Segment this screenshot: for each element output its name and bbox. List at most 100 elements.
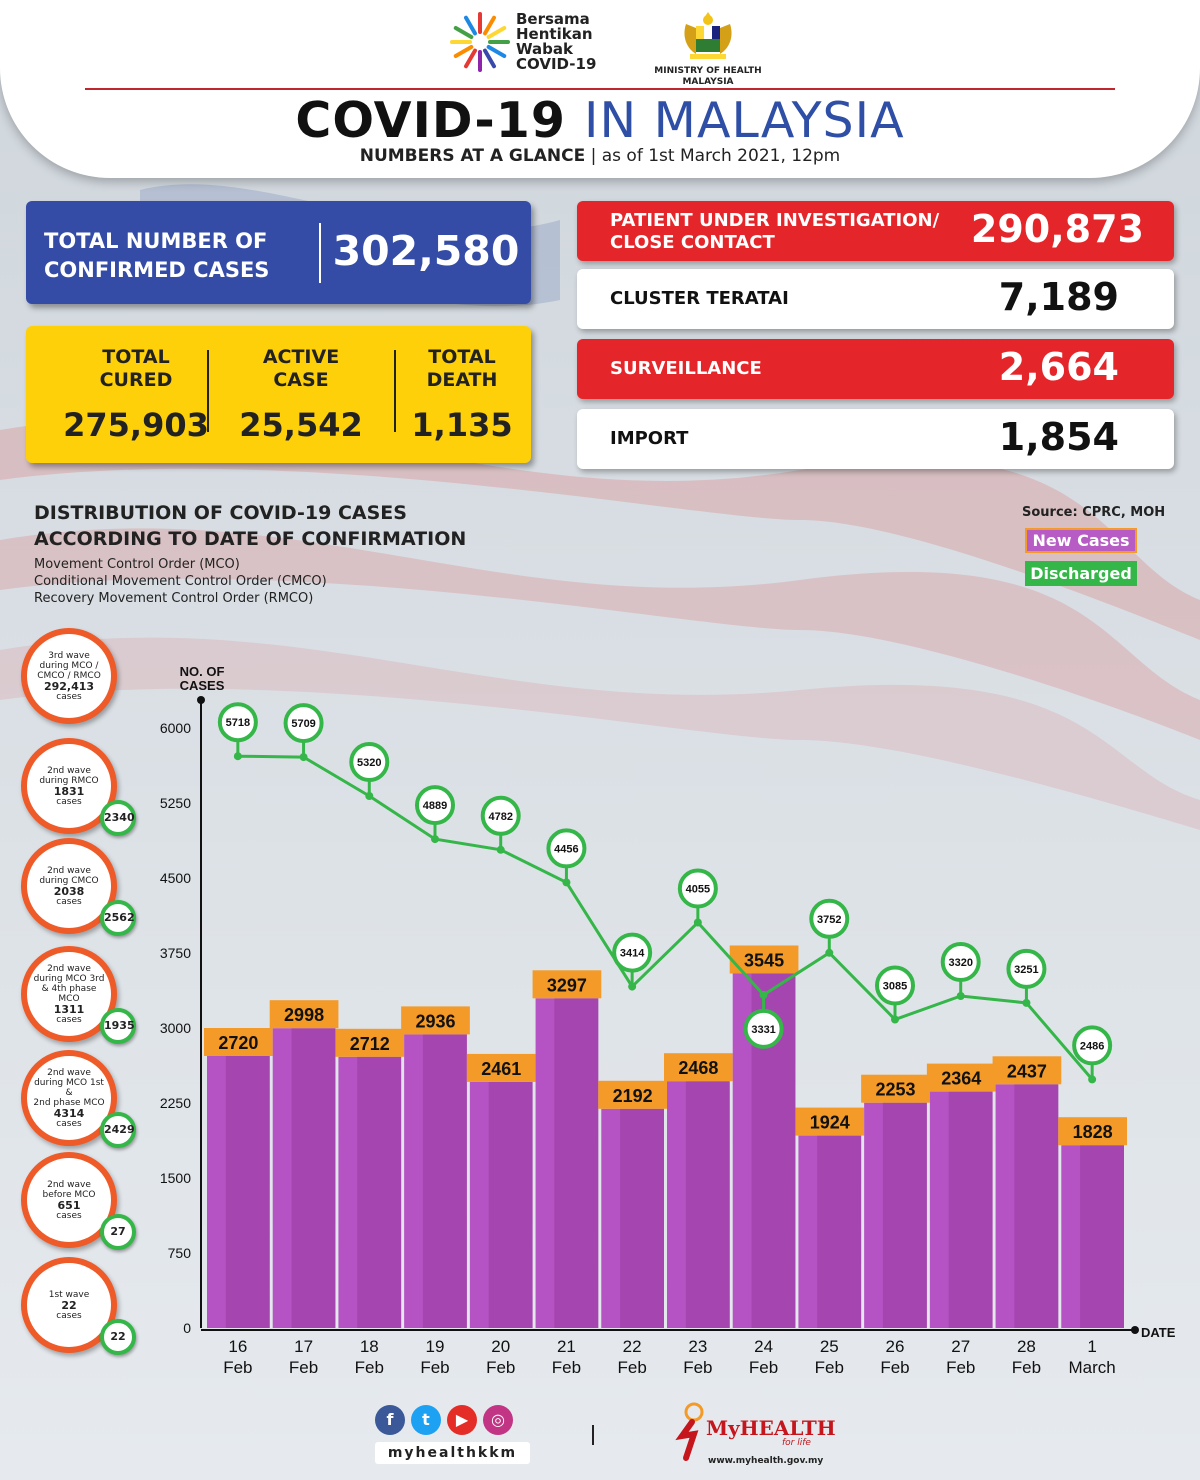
y-tick-label: 1500	[160, 1170, 191, 1186]
pui-label-2: CLOSE CONTACT	[610, 232, 775, 253]
x-tick-label: Feb	[946, 1358, 975, 1377]
bar-label-box	[598, 1080, 667, 1109]
bar-value-label: 2720	[218, 1033, 258, 1053]
wave-case-count: 651	[57, 1198, 81, 1212]
x-tick-label: Feb	[749, 1358, 778, 1377]
x-tick-label: 18	[360, 1337, 379, 1356]
myhealth-tagline: for life	[782, 1438, 811, 1448]
x-tick-label: 21	[557, 1337, 576, 1356]
wave-discharged-badge: 27	[100, 1214, 136, 1250]
discharged-line	[237, 754, 1094, 1081]
logo-line-3: Wabak	[516, 40, 573, 58]
y-tick-label: 6000	[160, 720, 191, 736]
wave-unit: cases	[56, 796, 82, 807]
cured-label-2: CURED	[99, 369, 173, 391]
discharged-value-label: 3752	[817, 914, 841, 926]
discharged-marker	[283, 703, 324, 744]
x-tick-label: Feb	[617, 1358, 646, 1377]
death-column: TOTAL DEATH 1,135	[401, 346, 523, 444]
twitter-icon[interactable]: t	[411, 1405, 441, 1435]
wave-text: CMCO / RMCO	[37, 670, 101, 681]
ministry-name-line-1: MINISTRY OF HEALTH	[654, 66, 762, 76]
y-tick-label: 3000	[160, 1020, 191, 1036]
outcome-summary-card: TOTAL CURED 275,903 ACTIVE CASE 25,542 T…	[26, 326, 531, 463]
subtitle-separator: |	[590, 146, 602, 166]
bar-label-box	[795, 1107, 865, 1136]
bar-shade	[488, 1081, 533, 1328]
x-tick-label: Feb	[223, 1358, 252, 1377]
discharged-value-label: 3331	[751, 1024, 775, 1036]
bar-label-box	[335, 1028, 405, 1057]
cured-value: 275,903	[63, 406, 209, 444]
bar-shade	[685, 1081, 730, 1328]
wave-unit: cases	[56, 1118, 82, 1129]
x-tick-label: 1	[1087, 1337, 1096, 1356]
header-divider	[85, 88, 1115, 90]
death-value: 1,135	[411, 406, 513, 444]
chart-title-line-1: DISTRIBUTION OF COVID-19 CASES	[34, 502, 407, 524]
bar-shade	[291, 1028, 336, 1328]
bar-label-box	[664, 1053, 733, 1082]
bar-value-label: 2364	[941, 1069, 981, 1089]
footer-divider	[592, 1425, 594, 1445]
bar-shade	[751, 973, 796, 1328]
source-note: Source: CPRC, MOH	[1022, 505, 1166, 520]
logo-line-1: Bersama	[516, 10, 590, 28]
wave-case-count: 1311	[53, 1002, 85, 1016]
surveillance-label: SURVEILLANCE	[610, 358, 762, 379]
wave-unit: cases	[56, 1310, 82, 1321]
discharged-marker	[217, 702, 258, 743]
wave-text: & 4th phase MCO	[41, 983, 97, 1004]
x-axis-label: DATE	[1141, 1325, 1176, 1340]
bar-shade	[620, 1108, 664, 1328]
wave-text: 3rd wave	[48, 650, 90, 661]
y-tick-label: 3750	[160, 945, 191, 961]
bar-shade	[882, 1102, 927, 1328]
wave-discharged-badge: 2340	[100, 800, 136, 836]
cured-label-1: TOTAL	[102, 346, 170, 368]
youtube-icon[interactable]: ▶	[447, 1405, 477, 1435]
discharged-point	[431, 835, 439, 844]
x-tick-label: 22	[623, 1337, 642, 1356]
column-divider	[394, 350, 396, 432]
discharged-point	[759, 990, 768, 999]
x-tick-label: 28	[1017, 1337, 1036, 1356]
death-label-1: TOTAL	[428, 346, 496, 368]
discharged-marker	[809, 898, 850, 939]
subtitle-date: as of 1st March 2021, 12pm	[601, 146, 841, 166]
instagram-icon[interactable]: ◎	[483, 1405, 513, 1435]
wave-text: 2nd wave	[47, 1067, 91, 1078]
discharged-value-label: 3414	[620, 948, 645, 960]
wave-discharged-badge: 1935	[100, 1008, 136, 1044]
facebook-icon[interactable]: f	[375, 1405, 405, 1435]
discharged-point	[299, 753, 308, 762]
x-tick-label: Feb	[552, 1358, 581, 1377]
bar-label-box	[401, 1006, 470, 1035]
x-axis-end-dot	[1131, 1326, 1139, 1334]
bar-value-label: 2712	[350, 1034, 390, 1054]
wave-text: 2nd wave	[47, 765, 91, 776]
x-tick-label: 27	[951, 1337, 970, 1356]
cured-column: TOTAL CURED 275,903	[46, 346, 226, 444]
wave-text: during CMCO	[39, 875, 99, 886]
discharged-point	[693, 918, 702, 927]
bar-label-box	[992, 1056, 1062, 1085]
bar-shade	[422, 1034, 467, 1328]
discharged-marker	[612, 932, 653, 973]
surveillance-card: SURVEILLANCE 2,664	[577, 339, 1174, 399]
y-tick-label: 750	[168, 1245, 192, 1261]
active-label-1: ACTIVE	[262, 346, 340, 368]
import-label: IMPORT	[610, 428, 689, 449]
wave-text: during MCO /	[39, 660, 99, 671]
bar-value-label: 2192	[613, 1086, 653, 1106]
discharged-value-label: 5709	[291, 718, 315, 730]
x-tick-label: Feb	[880, 1358, 909, 1377]
social-links: f t ▶ ◎	[375, 1405, 513, 1435]
x-tick-label: 26	[886, 1337, 905, 1356]
column-divider	[207, 350, 209, 432]
note-cmco: Conditional Movement Control Order (CMCO…	[34, 574, 327, 589]
wave-text: during MCO 1st &	[34, 1077, 104, 1098]
sunburst-icon	[450, 12, 510, 72]
header: Bersama Hentikan Wabak COVID-19 MINISTRY…	[0, 0, 1200, 178]
wave-case-count: 4314	[53, 1106, 85, 1120]
